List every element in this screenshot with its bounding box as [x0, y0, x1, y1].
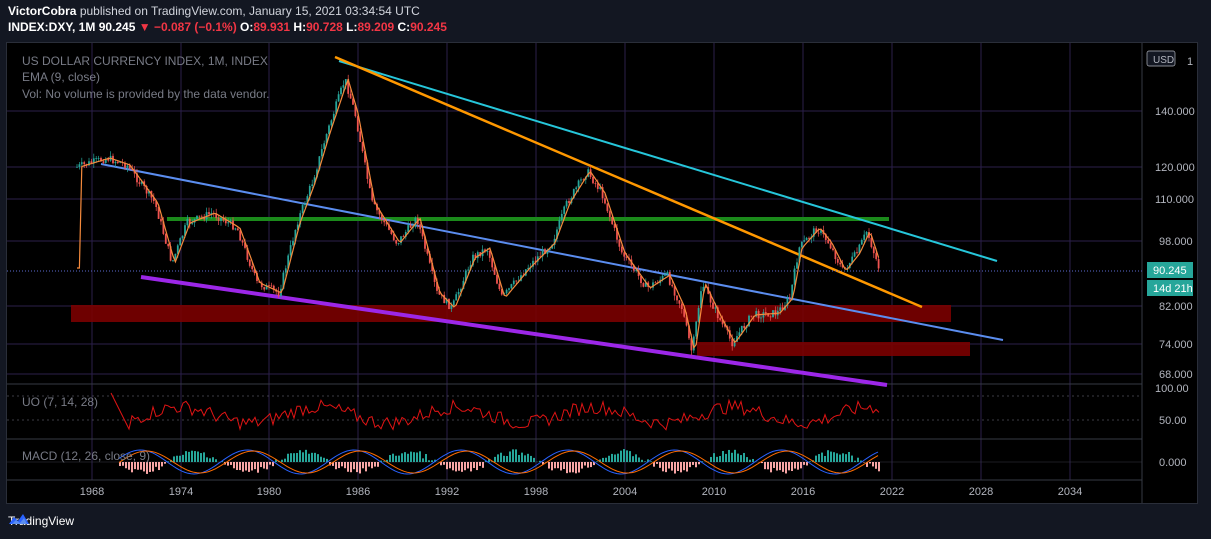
author-name[interactable]: VictorCobra — [8, 4, 77, 18]
high-label: H: — [293, 20, 307, 34]
open-value: 89.931 — [253, 20, 291, 34]
countdown-badge — [1147, 280, 1193, 296]
close-value: 90.245 — [410, 20, 447, 34]
symbol-ohlc: INDEX:DXY, 1M 90.245 ▼ −0.087 (−0.1%) O:… — [8, 20, 1198, 36]
currency-label: USD — [1153, 55, 1174, 66]
open-label: O: — [240, 20, 254, 34]
uo-axis-label: 50.00 — [1159, 415, 1187, 427]
price-label: 82.000 — [1159, 301, 1193, 313]
low-label: L: — [346, 20, 358, 34]
close-label: C: — [397, 20, 411, 34]
last-price: 90.245 — [98, 20, 136, 34]
published-text: published on TradingView.com, January 15… — [79, 4, 420, 18]
price-label: 140.000 — [1155, 106, 1195, 118]
chart-title-legend[interactable]: US DOLLAR CURRENCY INDEX, 1M, INDEX — [22, 54, 268, 68]
chart-svg[interactable]: USD 1 140.000 120.000 110.000 98.000 82.… — [7, 43, 1197, 503]
macd-histogram — [119, 449, 880, 474]
price-label: 120.000 — [1155, 162, 1195, 174]
volume-legend: Vol: No volume is provided by the data v… — [22, 87, 270, 101]
symbol-label[interactable]: INDEX:DXY, 1M — [8, 20, 96, 34]
time-label: 1980 — [257, 486, 281, 498]
time-label: 1986 — [346, 486, 370, 498]
time-label: 1992 — [435, 486, 459, 498]
countdown-badge-text: 14d 21h — [1153, 283, 1193, 295]
time-label: 2016 — [791, 486, 815, 498]
macd-line — [118, 449, 879, 475]
ema-line — [77, 77, 880, 349]
trendline-orange[interactable] — [334, 55, 923, 309]
price-change: ▼ −0.087 (−0.1%) — [138, 20, 237, 34]
time-label: 1968 — [80, 486, 104, 498]
uo-line — [110, 392, 880, 431]
trendline-purple[interactable] — [140, 275, 888, 387]
tradingview-logo-icon — [9, 514, 29, 524]
time-label: 2034 — [1058, 486, 1082, 498]
time-label: 2022 — [880, 486, 904, 498]
chart-grid — [7, 43, 1142, 480]
low-value: 89.209 — [357, 20, 395, 34]
price-label: 68.000 — [1159, 369, 1193, 381]
high-value: 90.728 — [306, 20, 343, 34]
signal-line — [118, 450, 879, 474]
currency-badge[interactable] — [1146, 50, 1176, 67]
time-label: 2028 — [969, 486, 993, 498]
price-label: 110.000 — [1155, 194, 1194, 206]
price-axis[interactable]: USD 1 140.000 120.000 110.000 98.000 82.… — [1146, 50, 1195, 469]
time-axis[interactable]: 1968 1974 1980 1986 1992 1998 2004 2010 … — [80, 486, 1082, 498]
tradingview-footer[interactable]: TradingView — [8, 511, 74, 531]
resistance-zone-82[interactable] — [71, 305, 951, 322]
macd-axis-label: 0.000 — [1159, 457, 1187, 469]
trendline-cyan[interactable] — [338, 60, 998, 262]
time-label: 1998 — [524, 486, 548, 498]
chart-area[interactable]: USD 1 140.000 120.000 110.000 98.000 82.… — [6, 42, 1198, 504]
last-price-badge-text: 90.245 — [1153, 265, 1187, 277]
trendline-blue[interactable] — [100, 163, 1004, 341]
support-zone-74[interactable] — [697, 342, 970, 356]
time-label: 2010 — [702, 486, 726, 498]
uo-legend[interactable]: UO (7, 14, 28) — [22, 395, 99, 409]
time-label: 1974 — [169, 486, 193, 498]
publish-info: VictorCobra published on TradingView.com… — [8, 4, 1198, 20]
time-label: 2004 — [613, 486, 637, 498]
price-top-label: 1 — [1187, 56, 1193, 68]
price-label: 98.000 — [1159, 236, 1193, 248]
macd-legend[interactable]: MACD (12, 26, close, 9) — [22, 449, 151, 463]
uo-axis-label: 100.00 — [1155, 383, 1189, 395]
ema-legend[interactable]: EMA (9, close) — [22, 70, 101, 84]
price-label: 74.000 — [1159, 339, 1193, 351]
last-price-badge — [1147, 262, 1193, 278]
